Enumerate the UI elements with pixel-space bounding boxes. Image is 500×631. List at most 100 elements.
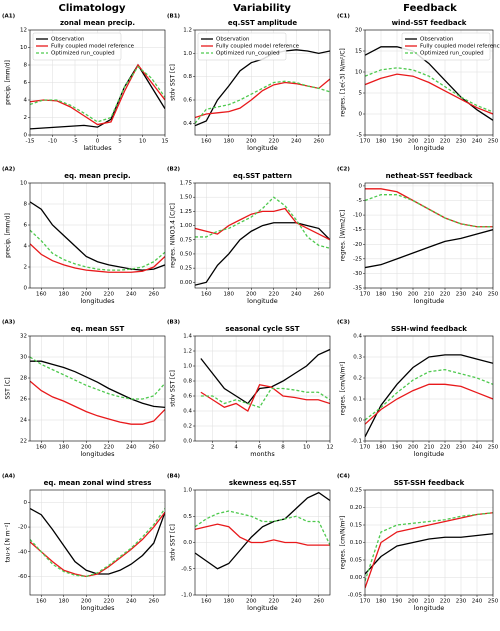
panel-label: (B2) [167,167,181,173]
x-axis-label: longitude [414,604,445,612]
y-tick-label: 1.0 [183,488,192,494]
column-header: Climatology [59,3,126,14]
panel-label: (C2) [337,167,350,173]
y-tick-label: 12 [20,28,27,34]
plot-frame [364,29,494,136]
x-tick-label: 160 [201,599,212,605]
data-line [200,348,330,405]
y-axis-label: regres. [cm/N/m²] [340,516,347,569]
y-tick-label: 6 [24,223,28,229]
x-tick-label: 220 [104,292,115,298]
x-tick-label: 230 [456,292,467,298]
legend-label: Observation [420,37,454,43]
y-axis-label: precip. [mm/d] [5,60,12,105]
x-tick-label: 200 [81,445,92,451]
y-tick-label: 24 [20,418,27,424]
panel-title: netheat-SST feedback [386,172,473,180]
y-tick-label: 0.50 [180,251,193,257]
data-line [365,194,493,228]
y-tick-label: 1.50 [180,195,193,201]
x-tick-label: 240 [472,445,483,451]
x-tick-label: 180 [376,139,387,145]
x-tick-label: 260 [314,599,325,605]
x-axis-label: longitudes [80,450,115,458]
x-tick-label: 230 [456,599,467,605]
x-tick-label: 200 [81,292,92,298]
x-axis-label: longitude [414,450,445,458]
y-tick-label: 1.4 [183,334,192,340]
x-tick-label: 260 [314,292,325,298]
y-tick-label: 5 [359,91,363,97]
y-tick-label: 0.4 [183,121,192,127]
x-tick-label: -5 [72,139,78,145]
x-tick-label: 160 [36,445,47,451]
y-axis-label: stdv SST [C] [170,370,177,407]
x-tick-label: 180 [376,292,387,298]
data-line [30,360,165,409]
y-axis-label: regres. NINO3.4 [C/C] [170,203,177,268]
y-axis-label: regres. [W/m2/C] [340,210,347,261]
x-tick-label: 5 [118,139,122,145]
data-line [365,512,493,582]
y-tick-label: 0.4 [183,409,192,415]
data-line [365,354,493,438]
x-tick-label: 250 [488,292,499,298]
x-tick-label: 210 [424,292,435,298]
x-tick-label: 240 [291,599,302,605]
x-tick-label: 250 [488,599,499,605]
x-tick-label: 200 [246,292,257,298]
y-tick-label: -25 [353,256,362,262]
y-tick-label: 0.6 [183,394,192,400]
plot-frame [29,489,166,596]
x-tick-label: 200 [246,139,257,145]
x-tick-label: 220 [269,139,280,145]
x-tick-label: 0 [96,139,100,145]
panel-label: (C4) [337,474,350,480]
y-tick-label: -20 [18,525,27,531]
x-tick-label: 180 [59,599,70,605]
y-tick-label: 8 [24,202,28,208]
y-tick-label: 2 [24,265,28,271]
panel-title: eq. mean precip. [64,172,130,180]
panel-title: wind-SST feedback [392,19,467,27]
y-tick-label: 4 [24,244,28,250]
panel-title: zonal mean precip. [60,19,135,27]
x-tick-label: 180 [59,445,70,451]
legend-label: Fully coupled model reference [51,44,135,50]
series-group [200,348,330,412]
panel-label: (A1) [2,14,16,20]
x-tick-label: 240 [472,599,483,605]
y-tick-label: 1.25 [180,209,193,215]
y-tick-label: 26 [20,397,27,403]
data-line [30,511,165,578]
legend-box [32,32,122,61]
y-tick-label: 0.15 [350,523,363,529]
x-axis-label: longitudes [80,604,115,612]
y-tick-label: 0 [24,500,28,506]
data-line [365,188,493,228]
data-line [30,229,165,271]
y-tick-label: -40 [18,549,27,555]
panel-title: skewness eq.SST [229,479,297,487]
data-line [195,510,330,546]
plot-frame [364,489,494,596]
x-tick-label: 170 [360,292,371,298]
series-group [365,188,493,269]
x-tick-label: 180 [59,292,70,298]
y-tick-label: -20 [353,242,362,248]
y-tick-label: 4 [24,98,28,104]
y-tick-label: -35 [353,286,362,292]
x-tick-label: 12 [327,445,334,451]
panel-title: eq.SST pattern [233,172,292,180]
y-tick-label: 0.25 [350,488,363,494]
x-tick-label: 240 [472,292,483,298]
panel-label: (C1) [337,14,350,20]
y-tick-label: 0.05 [350,558,363,564]
y-tick-label: 0.8 [183,379,192,385]
x-axis-label: longitude [247,297,278,305]
y-tick-label: 0.00 [350,575,363,581]
y-tick-label: 1.0 [183,51,192,57]
